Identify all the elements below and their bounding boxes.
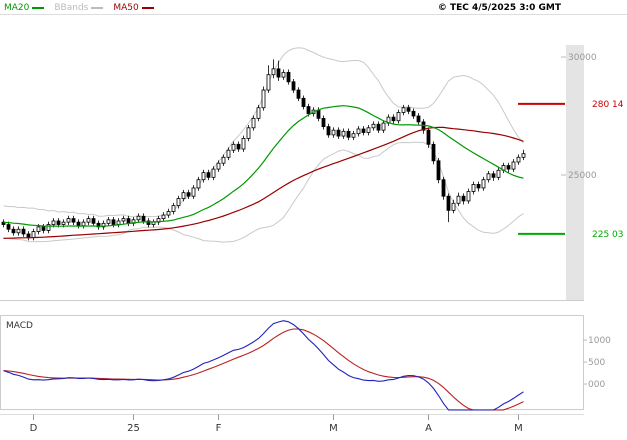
legend-ma20-label: MA20 — [4, 2, 30, 13]
macd-line — [3, 320, 524, 411]
svg-text:M: M — [514, 423, 523, 434]
svg-text:M: M — [329, 423, 338, 434]
svg-text:280 14: 280 14 — [592, 100, 624, 110]
svg-text:30000: 30000 — [568, 53, 597, 63]
axis-gutter — [566, 45, 584, 300]
ma50-line — [3, 126, 524, 239]
svg-text:25000: 25000 — [568, 171, 597, 181]
x-axis: D 25 F M A M — [0, 414, 584, 434]
legend-bar: MA20 BBands MA50 © TEC 4/5/2025 3:0 GMT — [0, 0, 627, 15]
ma20-color-swatch — [32, 6, 45, 9]
svg-text:1000: 1000 — [588, 336, 611, 346]
levels: 280 14 225 03 — [518, 100, 624, 240]
legend-bbands: BBands — [54, 2, 104, 13]
macd-panel-title: MACD — [6, 321, 33, 331]
legend-ma50: MA50 — [113, 2, 154, 13]
price-axis-labels: 30000 25000 — [561, 53, 597, 181]
candles — [1, 59, 526, 241]
svg-text:225 03: 225 03 — [592, 230, 624, 240]
copyright-text: © TEC 4/5/2025 3:0 GMT — [437, 2, 561, 13]
svg-text:D: D — [30, 423, 38, 434]
bollinger-bands — [3, 47, 524, 243]
svg-text:25: 25 — [127, 423, 140, 434]
bbands-color-swatch — [91, 6, 104, 9]
svg-text:000: 000 — [588, 380, 605, 390]
legend-ma20: MA20 — [4, 2, 45, 13]
svg-text:500: 500 — [588, 358, 605, 368]
legend-bbands-label: BBands — [54, 2, 89, 13]
legend-ma50-label: MA50 — [113, 2, 139, 13]
macd-axis-labels: 1000 500 000 — [583, 336, 611, 390]
ma50-color-swatch — [141, 6, 154, 9]
svg-text:A: A — [425, 423, 432, 434]
ma20-line — [3, 105, 524, 227]
svg-text:F: F — [216, 423, 222, 434]
macd-signal-line — [3, 328, 524, 411]
